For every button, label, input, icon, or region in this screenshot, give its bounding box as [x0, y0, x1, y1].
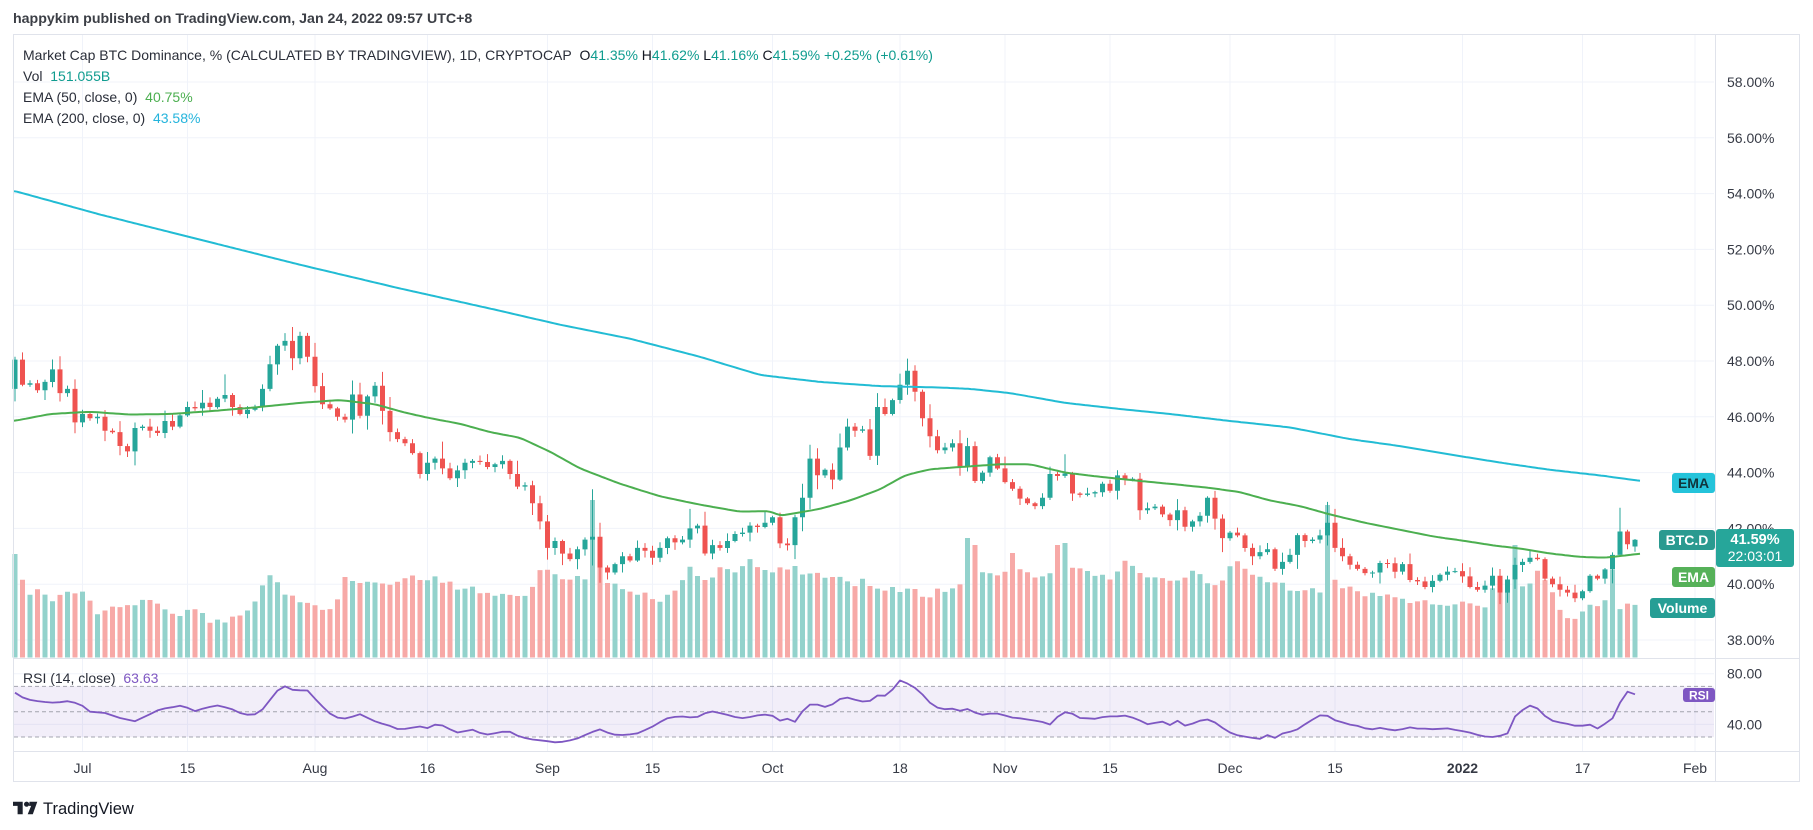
svg-text:52.00%: 52.00%	[1727, 241, 1774, 257]
svg-text:Sep: Sep	[535, 760, 560, 776]
svg-text:RSI: RSI	[1689, 688, 1709, 702]
svg-text:18: 18	[892, 760, 908, 776]
svg-text:15: 15	[180, 760, 196, 776]
svg-text:40.00: 40.00	[1727, 716, 1762, 732]
svg-text:BTC.D: BTC.D	[1666, 532, 1709, 548]
svg-text:54.00%: 54.00%	[1727, 186, 1774, 202]
svg-text:40.00%: 40.00%	[1727, 576, 1774, 592]
svg-text:17: 17	[1575, 760, 1591, 776]
svg-text:Feb: Feb	[1683, 760, 1707, 776]
svg-text:22:03:01: 22:03:01	[1728, 548, 1783, 564]
svg-text:50.00%: 50.00%	[1727, 297, 1774, 313]
svg-text:38.00%: 38.00%	[1727, 632, 1774, 648]
svg-text:Aug: Aug	[303, 760, 328, 776]
svg-text:2022: 2022	[1447, 760, 1478, 776]
svg-text:44.00%: 44.00%	[1727, 465, 1774, 481]
svg-text:Oct: Oct	[762, 760, 784, 776]
svg-text:15: 15	[645, 760, 661, 776]
svg-text:15: 15	[1327, 760, 1343, 776]
svg-text:Dec: Dec	[1218, 760, 1243, 776]
svg-text:41.59%: 41.59%	[1730, 532, 1779, 548]
svg-text:80.00: 80.00	[1727, 666, 1762, 682]
svg-text:Volume: Volume	[1658, 600, 1708, 616]
svg-text:56.00%: 56.00%	[1727, 130, 1774, 146]
svg-text:15: 15	[1102, 760, 1118, 776]
svg-text:Jul: Jul	[74, 760, 92, 776]
svg-text:Nov: Nov	[993, 760, 1018, 776]
svg-text:EMA: EMA	[1678, 569, 1709, 585]
svg-text:48.00%: 48.00%	[1727, 353, 1774, 369]
svg-text:58.00%: 58.00%	[1727, 74, 1774, 90]
svg-text:46.00%: 46.00%	[1727, 409, 1774, 425]
svg-text:EMA: EMA	[1678, 475, 1709, 491]
svg-text:16: 16	[420, 760, 436, 776]
